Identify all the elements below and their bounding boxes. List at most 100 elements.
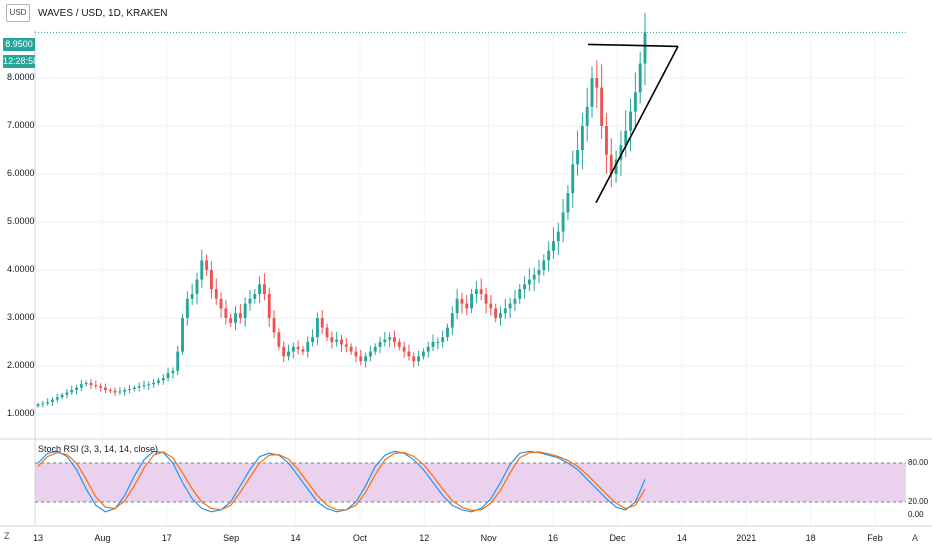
candle-body <box>108 390 112 391</box>
candle-body <box>70 390 74 393</box>
oscillator-title: Stoch RSI (3, 3, 14, 14, close) <box>38 444 159 454</box>
candle-body <box>344 344 348 347</box>
candle-body <box>55 397 59 400</box>
candle-body <box>383 339 387 342</box>
candle-body <box>84 382 88 385</box>
candle-body <box>571 164 575 194</box>
price-axis-label: 5.0000 <box>7 216 35 226</box>
candle-body <box>103 387 107 390</box>
candle-body <box>561 212 565 232</box>
chart-title: WAVES / USD, 1D, KRAKEN <box>38 8 168 19</box>
candle-body <box>287 351 290 357</box>
candle-body <box>65 392 69 395</box>
candle-body <box>537 270 541 275</box>
time-axis-label: 16 <box>548 533 559 543</box>
candle-body <box>450 313 454 328</box>
candle-body <box>132 387 136 390</box>
auto-scale-button[interactable]: A <box>912 533 919 543</box>
candle-body <box>99 386 103 388</box>
candle-body <box>431 342 435 347</box>
candle-body <box>311 337 315 342</box>
price-axis-label: 1.0000 <box>7 408 35 418</box>
candle-body <box>566 193 570 213</box>
candle-body <box>455 298 459 314</box>
oscillator-axis-label: 20.00 <box>908 497 929 506</box>
time-axis-label: Feb <box>867 533 883 543</box>
candle-body <box>373 346 377 352</box>
candle-body <box>460 298 464 304</box>
oscillator-axis-label: 0.00 <box>908 510 924 519</box>
candle-body <box>436 342 440 343</box>
price-axis-label: 7.0000 <box>7 120 35 130</box>
candle-body <box>527 279 531 285</box>
candle-body <box>320 318 324 328</box>
candle-body <box>205 260 209 270</box>
candle-body <box>238 313 242 318</box>
candle-body <box>484 294 488 304</box>
candle-body <box>118 391 122 393</box>
price-axis-label: 6.0000 <box>7 168 35 178</box>
candle-body <box>243 303 247 318</box>
currency-button[interactable]: USD <box>6 4 30 22</box>
candle-body <box>200 260 204 280</box>
candle-body <box>325 327 329 338</box>
candle-body <box>397 342 401 347</box>
candle-body <box>306 342 310 352</box>
candle-body <box>576 150 580 165</box>
candle-body <box>643 32 647 64</box>
stoch-band <box>35 463 906 502</box>
candle-body <box>94 385 98 387</box>
time-axis-label: 12 <box>419 533 430 543</box>
candle-body <box>470 294 474 309</box>
candle-body <box>552 241 555 251</box>
candle-body <box>161 378 165 381</box>
candle-body <box>176 351 180 371</box>
candle-body <box>185 298 189 318</box>
candle-body <box>349 346 353 352</box>
candle-body <box>503 308 507 314</box>
time-axis-label: 18 <box>805 533 816 543</box>
candle-body <box>499 313 502 318</box>
time-axis-label: 13 <box>32 533 43 543</box>
candle-body <box>465 303 469 309</box>
candle-body <box>181 318 184 352</box>
candle-body <box>277 332 281 347</box>
candle-body <box>619 145 623 160</box>
time-axis-label: Sep <box>223 533 240 543</box>
candle-body <box>272 318 276 333</box>
candle-body <box>89 382 93 386</box>
price-axis-label: 4.0000 <box>7 264 35 274</box>
bar-countdown-badge: 12:28:58 <box>3 55 39 68</box>
resistance-trendline <box>587 43 679 48</box>
candle-body <box>638 63 642 93</box>
candle-body <box>46 402 50 404</box>
candle-body <box>166 373 170 378</box>
time-axis-label: 2021 <box>736 533 757 543</box>
candle-body <box>113 390 117 393</box>
oscillator-axis-label: 80.00 <box>908 458 929 467</box>
candle-body <box>258 284 262 294</box>
candle-body <box>75 387 78 390</box>
time-axis-label: 17 <box>161 533 172 543</box>
price-axis-label: 2.0000 <box>7 360 35 370</box>
candle-body <box>267 294 271 318</box>
candle-body <box>412 356 416 362</box>
candle-body <box>229 318 233 323</box>
candle-body <box>79 384 83 388</box>
candle-body <box>590 78 594 107</box>
candle-body <box>262 284 266 294</box>
candle-body <box>128 389 131 391</box>
candle-body <box>296 346 300 350</box>
candle-body <box>489 303 493 309</box>
price-axis-label: 8.0000 <box>7 72 35 82</box>
time-axis-label: Dec <box>609 533 626 543</box>
candle-body <box>330 337 334 342</box>
timezone-button[interactable]: Z <box>4 531 10 541</box>
candle-body <box>547 250 551 261</box>
candle-body <box>214 289 218 299</box>
candle-body <box>291 346 295 352</box>
candle-body <box>137 386 141 388</box>
candle-body <box>315 318 319 338</box>
ascending-trendline <box>595 46 679 204</box>
